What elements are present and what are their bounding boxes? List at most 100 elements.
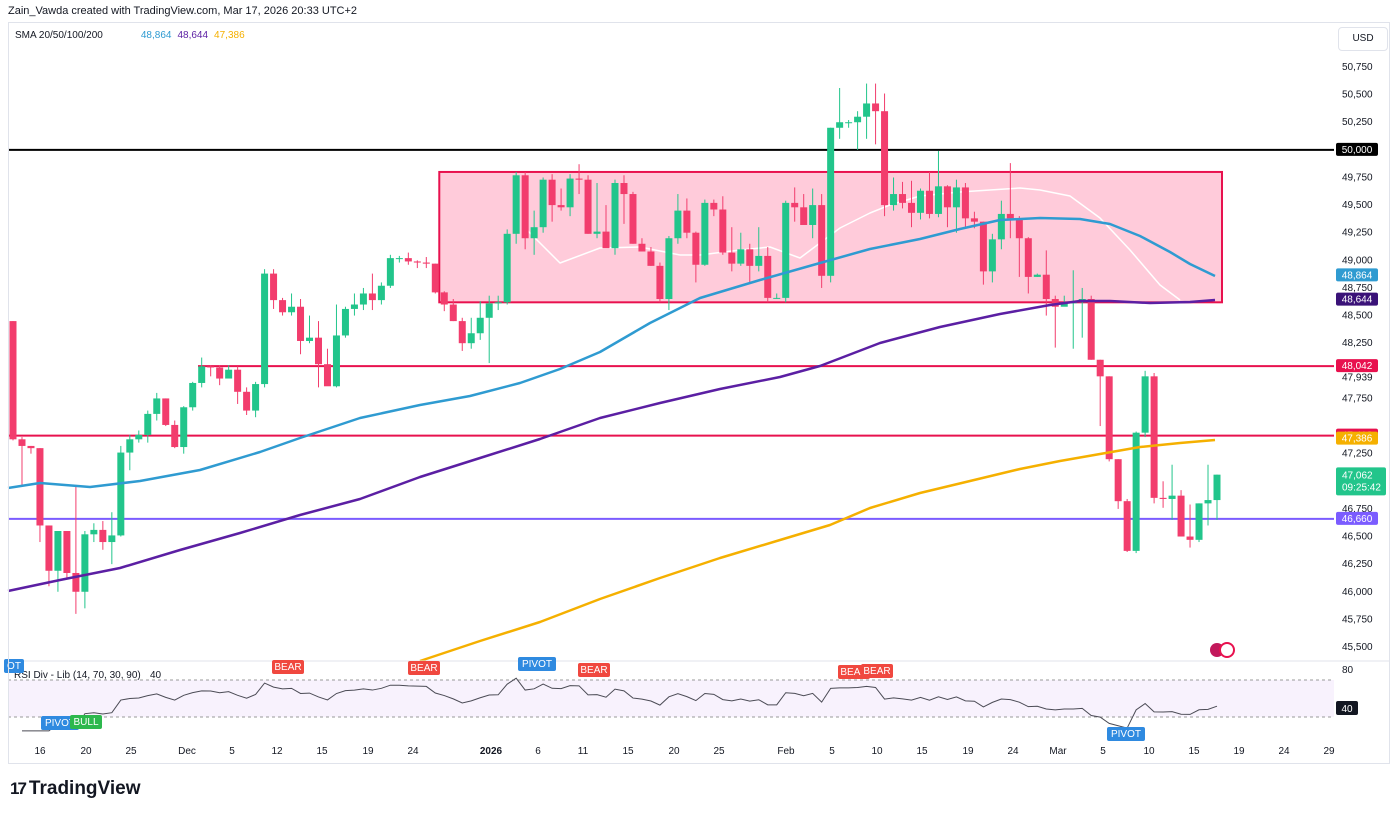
- candle-body: [225, 369, 233, 379]
- x-tick-label: 24: [1278, 746, 1290, 757]
- candle-body: [988, 239, 996, 272]
- rsi-signal-bg: [4, 659, 24, 673]
- x-tick-label: 12: [271, 746, 283, 757]
- candle-body: [970, 218, 978, 222]
- candle-body: [72, 572, 80, 592]
- candle-body: [108, 535, 116, 543]
- candle-body: [737, 249, 745, 264]
- y-tick-label: 49,250: [1342, 228, 1373, 239]
- candle-body: [863, 103, 871, 117]
- candle-body: [1168, 495, 1176, 499]
- sma200-value: 47,386: [214, 30, 245, 41]
- candle-body: [584, 179, 592, 234]
- candle-body: [665, 238, 673, 299]
- sma20-value: 48,864: [140, 30, 172, 41]
- candle-body: [1033, 274, 1041, 277]
- candle-body: [530, 227, 538, 239]
- price-tag-2-bg: [1336, 431, 1378, 445]
- candle-body: [629, 194, 637, 244]
- y-tick-label: 48,500: [1342, 311, 1373, 322]
- sma-legend-label: SMA 20/50/100/200: [15, 30, 103, 41]
- candle-body: [243, 391, 251, 411]
- candle-body: [1123, 501, 1131, 551]
- y-tick-label: 48,750: [1342, 283, 1373, 294]
- candle-body: [719, 209, 727, 253]
- rsi-signal-text: BEAR: [274, 662, 301, 673]
- candle-body: [252, 384, 260, 411]
- candle-body: [620, 183, 628, 195]
- candle-body: [1015, 218, 1023, 239]
- level-tag-3-text: 46,660: [1342, 514, 1373, 525]
- candle-body: [1024, 238, 1032, 277]
- level-tag-0-bg: [1336, 142, 1378, 156]
- sma-legend[interactable]: SMA 20/50/100/200 48,864 48,644 47,386: [15, 30, 245, 41]
- rsi-signal-bg: [70, 715, 102, 729]
- candle-body: [279, 300, 287, 313]
- candle-body: [458, 321, 466, 344]
- candle-body: [1195, 503, 1203, 540]
- sma100-line: [7, 298, 1216, 593]
- candle-body: [746, 249, 754, 266]
- tradingview-logo-icon: 17: [10, 779, 27, 798]
- currency-selector[interactable]: USD: [1338, 27, 1388, 51]
- candle-body: [710, 202, 718, 210]
- candle-body: [845, 122, 853, 124]
- candle-body: [916, 190, 924, 213]
- candle-body: [207, 366, 215, 368]
- x-tick-label: 20: [668, 746, 680, 757]
- tradingview-wordmark: TradingView: [28, 778, 141, 799]
- candle-body: [323, 364, 331, 387]
- candle-body: [575, 178, 583, 180]
- candle-body: [656, 265, 664, 299]
- price-tag-0-bg: [1336, 268, 1378, 282]
- rsi-signal-text: OT: [7, 661, 21, 672]
- candle-body: [153, 398, 161, 414]
- x-tick-label: 2026: [480, 746, 503, 757]
- candle-body: [925, 190, 933, 214]
- candle-body: [449, 304, 457, 322]
- countdown-text: 09:25:42: [1342, 482, 1381, 493]
- level-tag-1-bg: [1336, 359, 1378, 373]
- x-tick-label: 25: [125, 746, 137, 757]
- x-tick-label: 16: [34, 746, 46, 757]
- candle-body: [979, 221, 987, 272]
- x-tick-label: 6: [535, 746, 541, 757]
- x-tick-label: 5: [1100, 746, 1106, 757]
- x-tick-label: 15: [1188, 746, 1200, 757]
- candle-body: [350, 304, 358, 309]
- candle-body: [1096, 359, 1104, 377]
- candle-body: [593, 231, 601, 234]
- candle-body: [117, 452, 125, 536]
- candle-body: [63, 531, 71, 573]
- candle-body: [171, 424, 179, 448]
- candle-body: [1087, 299, 1095, 360]
- candle-body: [288, 306, 296, 313]
- candle-body: [773, 297, 781, 299]
- candle-body: [1042, 274, 1050, 299]
- candle-body: [818, 205, 826, 276]
- x-tick-label: Feb: [777, 746, 795, 757]
- candle-body: [1051, 299, 1059, 307]
- rsi-signal-pivot: PIVOT: [518, 657, 556, 671]
- rsi-signal-bull: BULL: [70, 715, 102, 729]
- tradingview-brand[interactable]: 17 TradingView: [10, 778, 141, 800]
- candle-body: [332, 335, 340, 387]
- x-tick-label: 20: [80, 746, 92, 757]
- candle-body: [216, 367, 224, 379]
- price-tag-2-text: 47,386: [1342, 434, 1373, 445]
- level-tag-3-bg: [1336, 511, 1378, 525]
- x-tick-label: 19: [962, 746, 974, 757]
- candle-body: [881, 111, 889, 206]
- price-tag-1: 48,644: [1336, 292, 1378, 306]
- sma50-value: 48,644: [177, 30, 209, 41]
- x-tick-label: 11: [578, 746, 589, 757]
- rsi-signal-bear: BEAR: [272, 660, 304, 674]
- candle-body: [314, 337, 322, 365]
- candle-body: [36, 448, 44, 526]
- candle-body: [1114, 459, 1122, 502]
- candle-body: [162, 398, 170, 425]
- x-tick-label: 5: [229, 746, 235, 757]
- chart-credit: Zain_Vawda created with TradingView.com,…: [8, 5, 358, 17]
